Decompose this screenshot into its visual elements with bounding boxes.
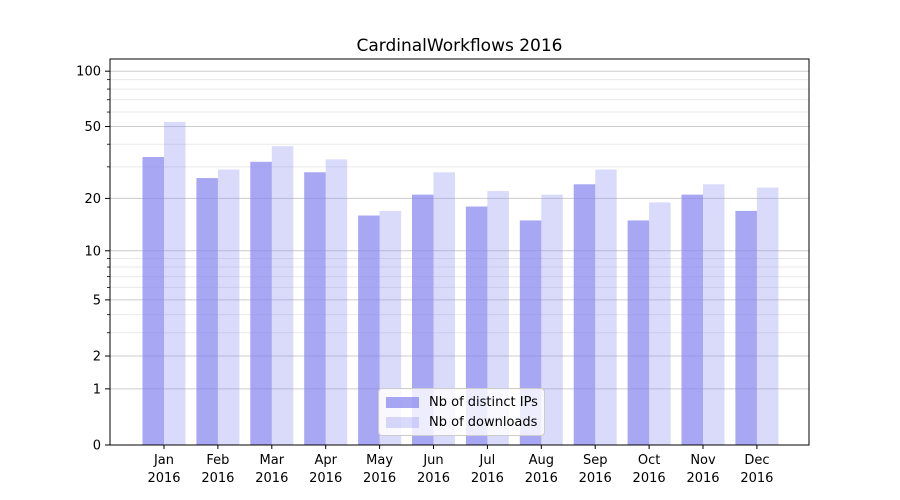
x-tick-label: Jun 2016	[417, 453, 450, 486]
y-tick-label: 20	[84, 192, 101, 207]
bar	[465, 206, 488, 445]
legend: Nb of distinct IPs Nb of downloads	[378, 388, 545, 436]
legend-label-downloads: Nb of downloads	[429, 414, 538, 430]
bar	[703, 184, 725, 446]
x-tick-label: May 2016	[363, 453, 396, 486]
y-tick-label: 1	[93, 382, 101, 397]
legend-swatch-downloads	[386, 416, 419, 428]
legend-label-distinct-ips: Nb of distinct IPs	[429, 394, 538, 410]
bar-series-1	[164, 121, 779, 446]
bar	[217, 169, 240, 445]
bar	[358, 215, 380, 445]
x-tick-label: Aug 2016	[525, 453, 558, 486]
bar	[196, 178, 218, 445]
y-tick-label: 2	[93, 350, 101, 365]
y-tick-label: 100	[76, 65, 101, 80]
bar	[541, 194, 563, 445]
bar	[627, 220, 650, 445]
bar	[271, 146, 294, 445]
x-tick-label: Nov 2016	[686, 453, 719, 486]
bar	[164, 121, 186, 445]
bar	[681, 194, 703, 445]
x-axis: Jan 2016 Feb 2016 Mar 2016 Apr 2016 May 2016 Jun 20…	[147, 445, 773, 486]
bar	[756, 187, 779, 445]
bar-series-0	[142, 157, 757, 446]
x-tick-label: Jan 2016	[147, 453, 180, 486]
legend-swatch-distinct-ips	[386, 396, 419, 408]
bar	[433, 172, 455, 446]
y-tick-label: 10	[84, 244, 101, 259]
legend-item-distinct-ips: Nb of distinct IPs	[386, 394, 538, 410]
bar	[573, 184, 596, 446]
bar	[142, 157, 164, 445]
bar	[304, 172, 326, 446]
x-tick-label: Mar 2016	[255, 453, 288, 486]
bar	[250, 161, 272, 445]
bar	[325, 159, 348, 445]
page-title: CardinalWorkflows 2016	[356, 36, 563, 56]
y-tick-label: 50	[84, 120, 101, 135]
bar	[595, 169, 617, 445]
y-tick-label: 0	[93, 439, 101, 454]
y-tick-label: 5	[93, 293, 101, 308]
x-tick-label: Dec 2016	[740, 453, 773, 486]
bar	[412, 194, 434, 445]
bar	[649, 202, 671, 445]
x-tick-label: Sep 2016	[579, 453, 612, 486]
bar	[487, 191, 509, 445]
plot-border	[109, 58, 810, 446]
y-axis: 0 1 2 5 10 20 50 100	[76, 65, 110, 454]
bar	[379, 210, 402, 445]
x-tick-label: Apr 2016	[309, 453, 342, 486]
x-tick-label: Oct 2016	[633, 453, 666, 486]
x-tick-label: Jul 2016	[471, 453, 504, 486]
bar	[735, 210, 757, 445]
x-tick-label: Feb 2016	[201, 453, 234, 486]
legend-item-downloads: Nb of downloads	[386, 415, 537, 430]
